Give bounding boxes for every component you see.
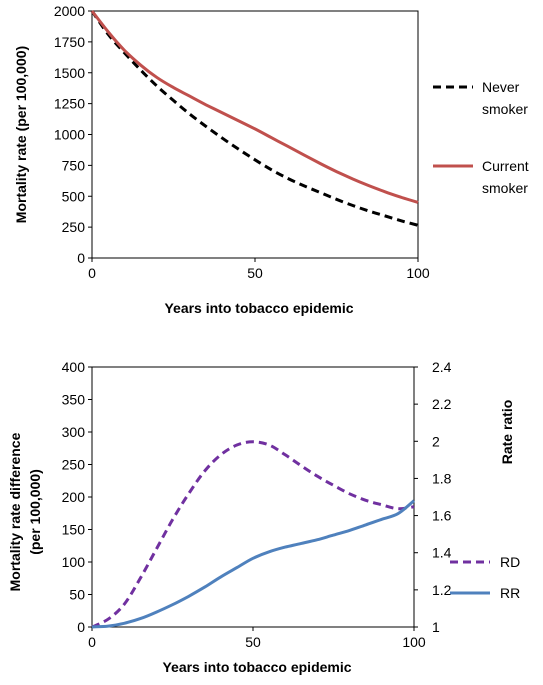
y-tick-label: 250 [62,219,86,235]
legend-label: smoker [482,101,528,117]
y2-tick-label: 1.4 [432,545,452,561]
x-tick-label: 100 [402,634,426,650]
y-tick-label: 750 [62,157,86,173]
x-axis-title: Years into tobacco epidemic [164,300,353,316]
y-tick-label: 0 [77,619,85,635]
y2-tick-label: 1.6 [432,508,452,524]
legend-label: Current [482,158,529,174]
y-tick-label: 50 [69,587,85,603]
y2-tick-label: 1.2 [432,582,452,598]
y-tick-label: 300 [62,424,86,440]
series-line-rr [91,499,415,629]
y-tick-label: 250 [62,457,86,473]
series-line-current-smoker [90,10,419,204]
x-tick-label: 0 [88,634,96,650]
y2-tick-label: 2.2 [432,396,452,412]
y2-axis-title: Rate ratio [499,400,515,465]
x-tick-label: 100 [406,265,430,281]
legend-label: RD [500,554,520,570]
y-tick-label: 1250 [54,96,85,112]
legend-label: smoker [482,180,528,196]
y-tick-label: 1750 [54,34,85,50]
legend-label: RR [500,585,520,601]
plot-frame [91,366,415,628]
y-tick-label: 1500 [54,65,85,81]
y-tick-label: 500 [62,188,86,204]
y-tick-label: 400 [62,359,86,375]
y-tick-label: 1000 [54,127,85,143]
plot-frame [91,10,419,259]
y2-tick-label: 1.8 [432,470,452,486]
y-tick-label: 150 [62,522,86,538]
y-tick-label: 200 [62,489,86,505]
chart-2: 0 50 100 150 200 250 300 350 400 0 50 100 1 1.2 1.4 1.6… [7,359,520,675]
x-tick-label: 0 [88,265,96,281]
x-tick-label: 50 [245,634,261,650]
y2-tick-label: 1 [432,619,440,635]
y2-tick-label: 2 [432,433,440,449]
y-axis-title: Mortality rate (per 100,000) [13,46,29,223]
y-axis-title-line: Mortality rate difference [7,432,23,591]
y-axis-title-line: (per 100,000) [27,469,43,555]
y-tick-label: 0 [77,250,85,266]
chart-1: 0 250 500 750 1000 1250 1500 1750 2000 0 50 100 Year… [13,3,529,316]
y2-tick-label: 2.4 [432,359,452,375]
y-tick-label: 2000 [54,3,85,19]
x-axis-title: Years into tobacco epidemic [162,659,351,675]
legend-label: Never [482,79,520,95]
series-line-never-smoker [90,10,419,227]
y-tick-label: 350 [62,392,86,408]
x-tick-label: 50 [247,265,263,281]
series-line-rd [91,440,415,629]
y-tick-label: 100 [62,554,86,570]
